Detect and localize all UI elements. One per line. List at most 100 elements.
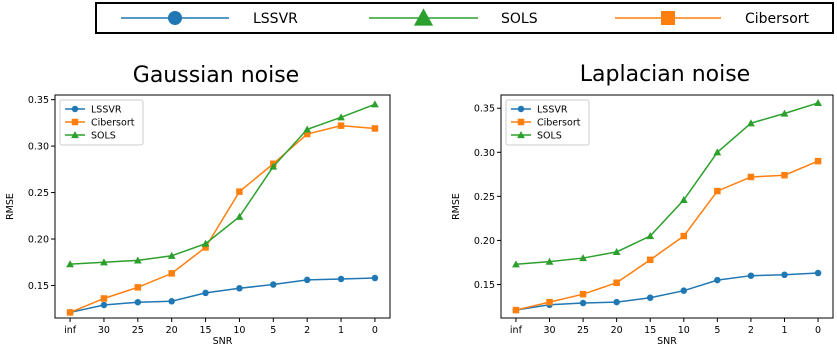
y-tick-label: 0.35 (474, 104, 495, 115)
y-axis-label: RMSE (451, 193, 462, 220)
y-tick-label: 0.15 (28, 281, 49, 292)
top-legend-marker-2 (661, 11, 675, 25)
data-point-sols (747, 119, 755, 127)
legend-marker (71, 131, 79, 139)
top-legend-label-0: LSSVR (253, 11, 298, 27)
x-axis-label: SNR (213, 336, 233, 347)
plot-frame (54, 94, 391, 319)
series-line-lssvr (69, 277, 375, 314)
data-point-cibersort (646, 256, 654, 264)
legend-label: LSSVR (91, 105, 122, 116)
data-point-cibersort (512, 306, 520, 314)
x-tick-label: 30 (98, 325, 110, 336)
x-tick-label: inf (510, 325, 523, 336)
series-line-sols (515, 102, 819, 265)
chart-title: Laplacian noise (580, 62, 750, 87)
data-point-cibersort (371, 125, 379, 132)
x-tick-label: 30 (543, 325, 555, 336)
y-tick-label: 0.20 (28, 235, 49, 246)
x-tick-label: 15 (644, 325, 656, 336)
top-legend-label-2: Cibersort (745, 11, 810, 27)
x-tick-label: 1 (338, 325, 344, 336)
data-point-lssvr (270, 281, 277, 288)
data-point-lssvr (814, 269, 822, 277)
chart-title: Gaussian noise (133, 63, 299, 88)
data-point-cibersort (100, 295, 108, 302)
x-tick-label: 15 (200, 325, 212, 336)
data-point-sols (303, 125, 312, 133)
data-point-lssvr (781, 271, 788, 279)
data-point-cibersort (781, 171, 788, 179)
data-point-lssvr (236, 285, 243, 292)
x-axis-label: SNR (657, 336, 677, 347)
data-point-sols (201, 239, 210, 247)
data-point-cibersort (202, 244, 209, 251)
data-point-lssvr (714, 276, 721, 284)
data-point-sols (371, 100, 379, 108)
data-point-sols (545, 257, 554, 265)
data-point-sols (814, 99, 822, 107)
data-point-cibersort (236, 188, 243, 195)
data-point-lssvr (646, 294, 654, 301)
legend-label: SOLS (537, 131, 562, 142)
data-point-lssvr (134, 298, 142, 306)
data-point-cibersort (714, 187, 721, 195)
legend-label: LSSVR (537, 105, 568, 116)
series-line-sols (70, 103, 376, 265)
legend-marker (517, 118, 525, 126)
data-point-sols (612, 247, 621, 256)
legend-marker (517, 131, 525, 139)
data-point-sols (579, 254, 587, 262)
data-point-sols (167, 251, 176, 259)
x-tick-label: 20 (166, 325, 178, 336)
data-point-cibersort (168, 270, 175, 277)
data-point-cibersort (680, 232, 688, 240)
data-point-sols (337, 113, 345, 121)
data-point-cibersort (303, 130, 311, 138)
data-point-sols (100, 258, 108, 266)
y-tick-label: 0.25 (474, 192, 495, 203)
data-point-lssvr (303, 276, 311, 284)
data-point-cibersort (66, 309, 74, 316)
x-tick-label: 5 (270, 325, 276, 336)
data-point-sols (780, 109, 789, 117)
legend-label: Cibersort (537, 118, 581, 129)
data-point-lssvr (337, 275, 345, 283)
x-tick-label: 2 (304, 325, 310, 336)
data-point-cibersort (546, 298, 553, 306)
x-tick-label: 10 (233, 325, 245, 336)
series-line-cibersort (515, 160, 819, 311)
data-point-cibersort (814, 157, 822, 165)
data-point-sols (679, 195, 688, 204)
plot-frame (500, 94, 834, 319)
x-tick-label: 25 (132, 325, 144, 336)
data-point-lssvr (371, 274, 379, 282)
series-line-cibersort (69, 124, 375, 314)
top-legend-label-1: SOLS (501, 11, 538, 27)
data-point-sols (512, 260, 520, 268)
y-tick-label: 0.25 (28, 188, 49, 199)
x-tick-label: 5 (714, 325, 720, 336)
data-point-lssvr (613, 298, 620, 306)
data-point-sols (133, 256, 142, 264)
data-point-lssvr (680, 287, 688, 294)
legend-marker (71, 118, 79, 126)
legend-label: Cibersort (91, 118, 135, 129)
data-point-cibersort (337, 122, 345, 129)
data-point-lssvr (100, 301, 108, 309)
x-tick-label: inf (64, 325, 77, 336)
top-legend: LSSVR SOLS Cibersort (95, 2, 834, 34)
y-tick-label: 0.35 (28, 95, 49, 106)
x-tick-label: 10 (678, 325, 690, 336)
legend-marker (71, 105, 79, 113)
x-tick-label: 20 (611, 325, 623, 336)
legend-box (505, 99, 590, 146)
y-tick-label: 0.20 (474, 236, 495, 247)
y-tick-label: 0.30 (28, 142, 49, 153)
x-tick-label: 0 (815, 325, 821, 336)
data-point-sols (713, 148, 722, 156)
x-tick-label: 0 (372, 325, 378, 336)
